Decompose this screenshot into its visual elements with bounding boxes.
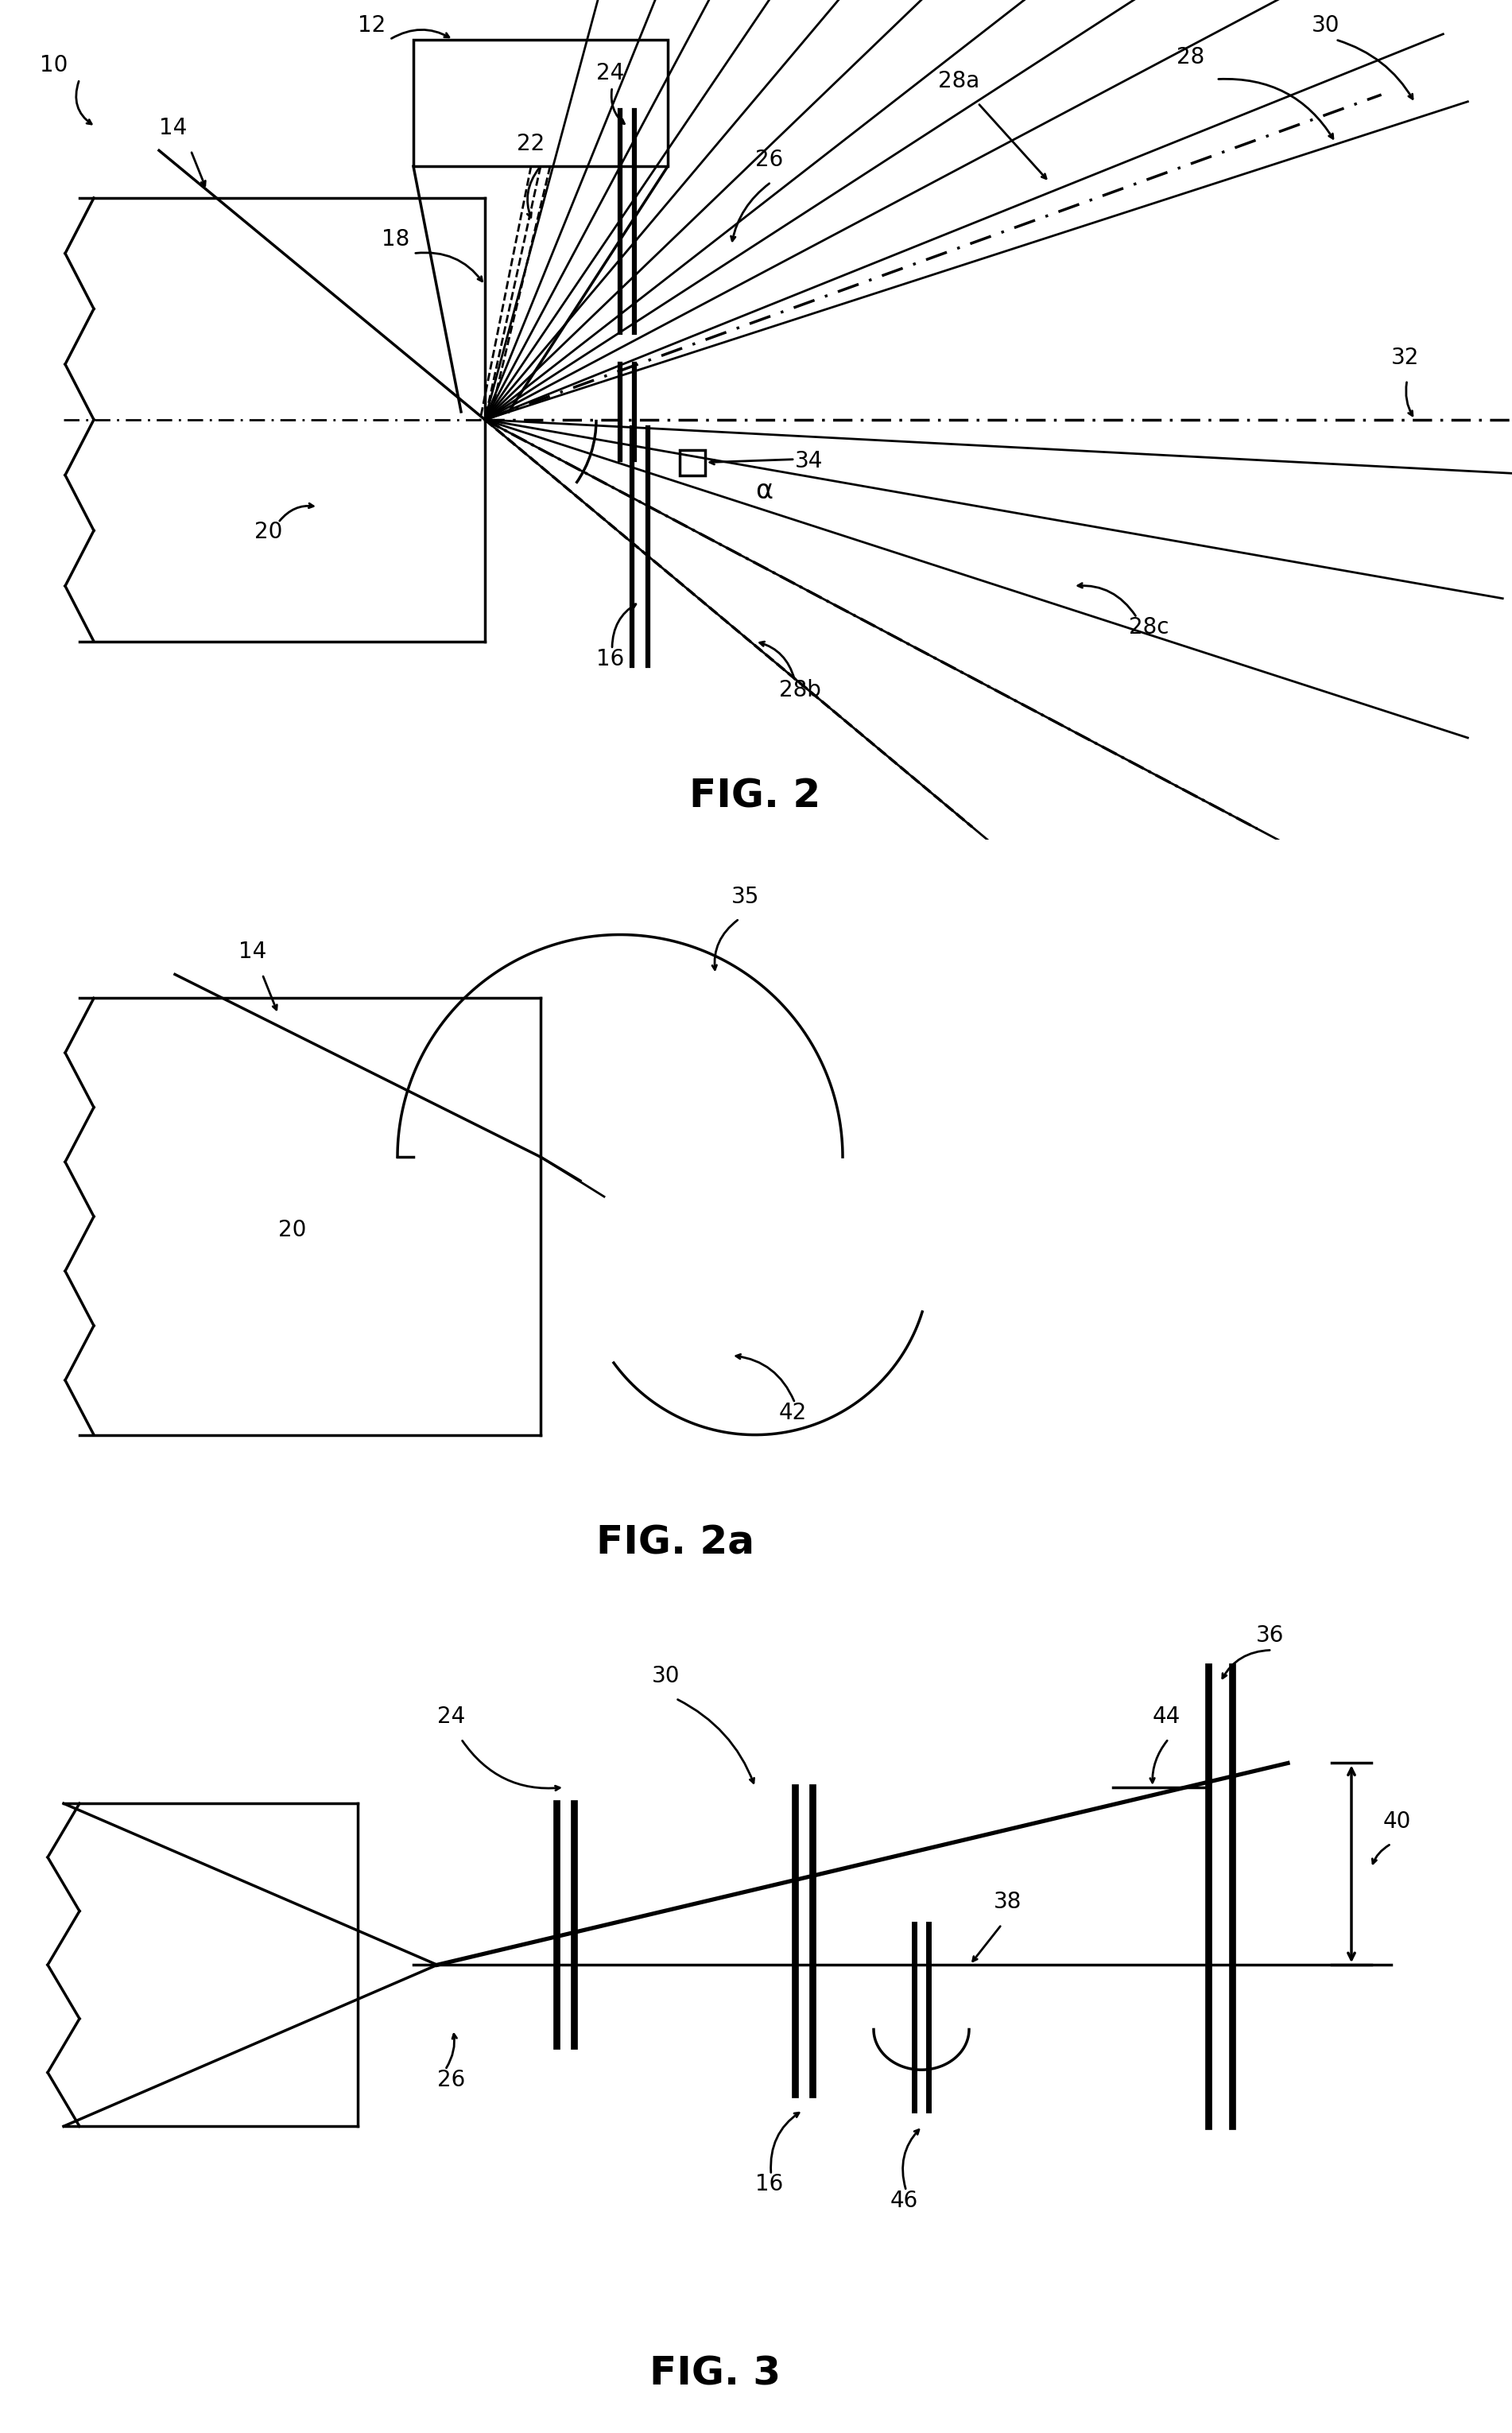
Text: 20: 20 <box>254 521 283 543</box>
Text: 28a: 28a <box>937 71 980 92</box>
Text: 30: 30 <box>1312 15 1340 36</box>
Text: 18: 18 <box>381 229 410 251</box>
Text: 46: 46 <box>891 2190 918 2212</box>
Text: α: α <box>754 479 773 504</box>
Text: 34: 34 <box>795 450 823 472</box>
Text: FIG. 2: FIG. 2 <box>689 779 821 815</box>
Text: 24: 24 <box>596 61 624 85</box>
Text: 32: 32 <box>1391 348 1420 370</box>
Text: 26: 26 <box>754 148 783 170</box>
Text: 26: 26 <box>437 2068 466 2090</box>
Text: 42: 42 <box>779 1401 807 1423</box>
Text: 30: 30 <box>652 1664 680 1686</box>
Text: 36: 36 <box>1256 1625 1284 1647</box>
Text: 12: 12 <box>358 15 386 36</box>
Bar <box>413 39 668 165</box>
Text: 16: 16 <box>754 2173 783 2195</box>
Text: 24: 24 <box>437 1706 466 1727</box>
Text: 40: 40 <box>1383 1810 1411 1832</box>
Text: 28b: 28b <box>779 679 821 701</box>
Bar <box>680 450 705 474</box>
Text: 28: 28 <box>1176 46 1205 68</box>
Text: 10: 10 <box>39 54 68 75</box>
Text: 28c: 28c <box>1129 616 1169 637</box>
Text: 22: 22 <box>517 134 544 156</box>
Text: 38: 38 <box>993 1890 1022 1912</box>
Text: FIG. 2a: FIG. 2a <box>597 1523 754 1562</box>
Text: 35: 35 <box>732 886 759 908</box>
Text: FIG. 3: FIG. 3 <box>650 2355 782 2392</box>
Text: 14: 14 <box>239 942 266 963</box>
Text: 44: 44 <box>1152 1706 1181 1727</box>
Text: 16: 16 <box>596 647 624 669</box>
Text: 20: 20 <box>278 1219 307 1241</box>
Text: 14: 14 <box>159 117 187 139</box>
